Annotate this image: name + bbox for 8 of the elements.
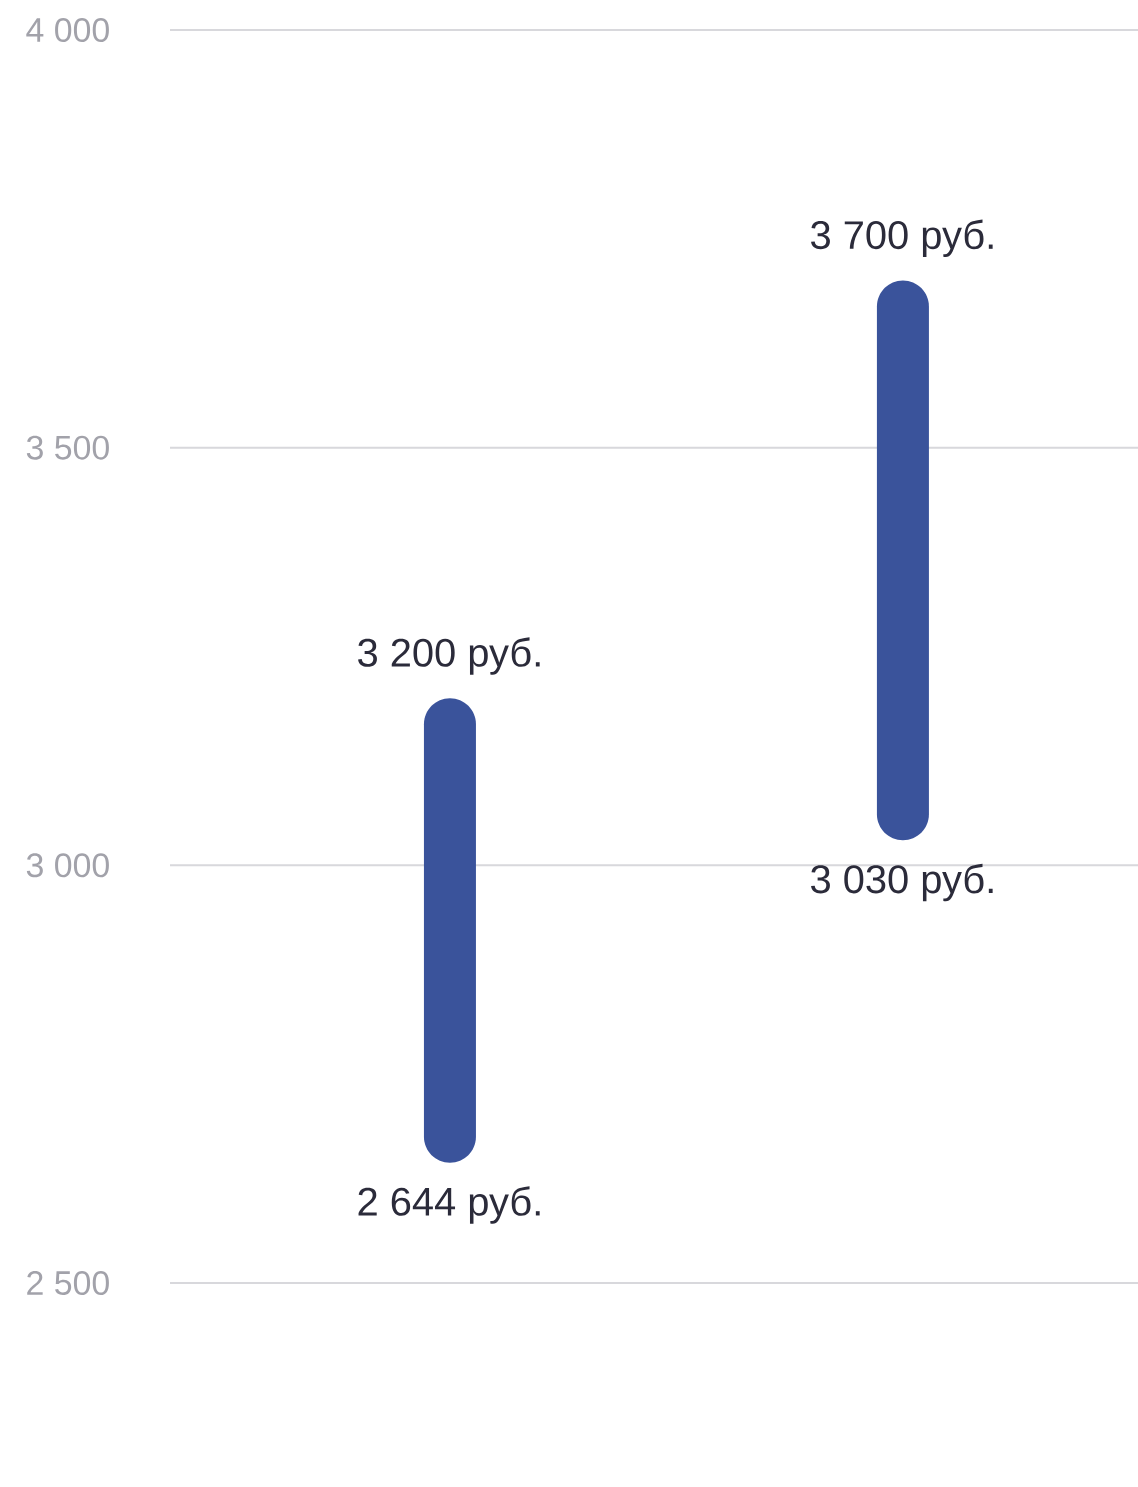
- y-tick-label: 4 000: [26, 18, 109, 42]
- annotation: 3 700 руб.: [811, 219, 993, 258]
- annotation: 3 200 руб.: [358, 637, 540, 675]
- annotation: 2 644 руб.: [358, 1186, 540, 1224]
- y-tick-label: 2 500: [27, 1271, 109, 1295]
- y-tick-label: 3 000: [26, 853, 109, 878]
- annotation: 3 030 руб.: [811, 863, 993, 902]
- y-tick-label: 3 500: [26, 435, 109, 460]
